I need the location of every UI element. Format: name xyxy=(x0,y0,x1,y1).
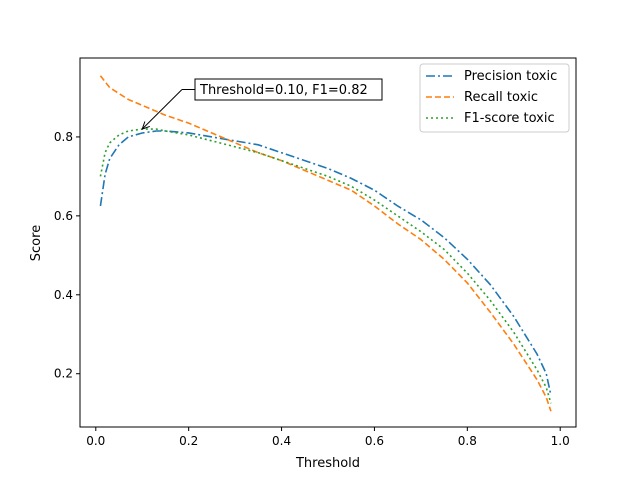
plot-frame xyxy=(79,57,577,428)
y-axis-label: Score xyxy=(29,225,44,261)
annotation-box xyxy=(194,78,383,101)
legend-label: Precision toxic xyxy=(464,69,557,84)
x-tick-label: 0.0 xyxy=(86,434,105,448)
legend-label: Recall toxic xyxy=(464,90,538,105)
legend: Precision toxic Recall toxic F1-score toxi… xyxy=(419,63,570,133)
legend-label: F1-score toxic xyxy=(464,111,555,126)
annotation-layer: Threshold=0.10, F1=0.82 xyxy=(141,78,383,130)
annotation-arrowhead xyxy=(141,121,150,130)
series-line-1 xyxy=(99,130,552,396)
series-line-2 xyxy=(99,75,552,412)
annotation-arrow-shaft xyxy=(141,89,183,130)
y-tick-label: 0.8 xyxy=(54,130,73,144)
x-tick-label: 0.4 xyxy=(272,434,291,448)
y-tick-label: 0.6 xyxy=(54,209,73,223)
y-tick-label: 0.2 xyxy=(54,367,73,381)
x-tick-label: 0.2 xyxy=(179,434,198,448)
series-layer xyxy=(99,75,552,412)
x-tick-label: 0.8 xyxy=(458,434,477,448)
x-tick-label: 1.0 xyxy=(551,434,570,448)
annotation-text: Threshold=0.10, F1=0.82 xyxy=(199,83,368,98)
x-tick-label: 0.6 xyxy=(365,434,384,448)
ticks-layer: 0.0 0.2 0.4 0.6 0.8 1.0 0.2 0.4 0.6 0.8 xyxy=(54,130,570,448)
legend-frame xyxy=(419,63,570,133)
x-axis-label: Threshold xyxy=(295,456,360,471)
y-tick-label: 0.4 xyxy=(54,288,73,302)
